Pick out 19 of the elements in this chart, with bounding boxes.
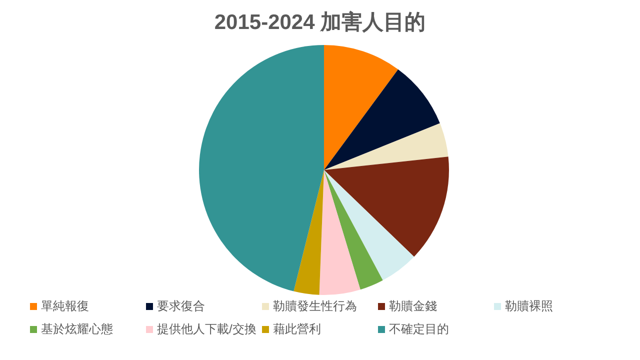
chart-title: 2015-2024 加害人目的 <box>213 10 427 36</box>
pie-slice <box>199 45 324 292</box>
pie-slice <box>324 170 383 290</box>
pie-slice <box>319 170 360 295</box>
legend-label: 要求復合 <box>157 298 205 315</box>
pie-slice <box>324 45 398 170</box>
pie-slice <box>324 123 448 170</box>
pie-slice <box>324 170 414 280</box>
legend-label: 勒贖裸照 <box>505 298 553 315</box>
pie-slice <box>324 156 449 257</box>
legend-label: 單純報復 <box>41 298 89 315</box>
legend-label: 基於炫耀心態 <box>41 321 113 338</box>
pie-slice <box>294 170 324 295</box>
legend-label: 勒贖金錢 <box>389 298 437 315</box>
legend-label: 藉此營利 <box>273 321 321 338</box>
legend-label: 不確定目的 <box>389 321 449 338</box>
legend-label: 勒贖發生性行為 <box>273 298 357 315</box>
legend-label: 提供他人下載/交換 <box>157 321 256 338</box>
pie-slice <box>324 69 440 170</box>
